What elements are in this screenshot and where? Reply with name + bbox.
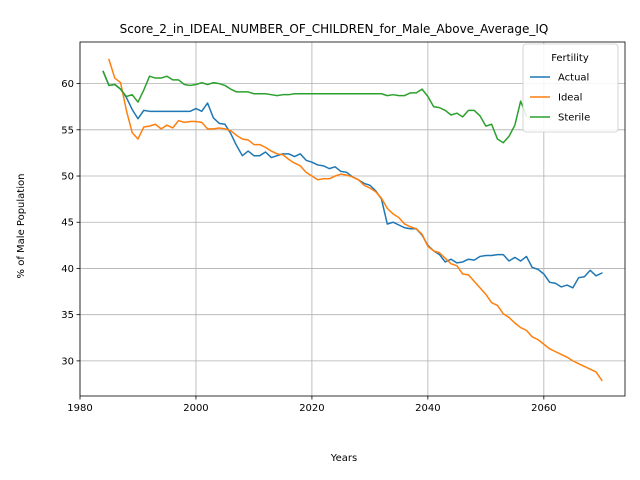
y-tick-label: 30 [61,356,74,367]
x-tick-label: 2000 [183,403,208,414]
chart-title: Score_2_in_IDEAL_NUMBER_OF_CHILDREN_for_… [120,22,549,36]
legend-label-actual: Actual [558,73,589,84]
series-lines [102,58,603,382]
x-axis-label: Years [330,453,357,464]
legend-box [522,43,619,133]
y-tick-label: 40 [61,264,74,275]
x-tick-label: 2060 [531,403,556,414]
legend-entries: Actual Ideal Sterile [530,73,590,124]
y-tick-label: 45 [61,218,74,229]
series-line-sterile [102,70,528,144]
legend-title: Fertility [551,53,589,64]
y-tick-label: 35 [61,310,74,321]
x-tick-label: 1980 [67,403,92,414]
legend-label-sterile: Sterile [558,113,590,124]
y-tick-label: 60 [61,79,74,90]
x-tick-label: 2020 [299,403,324,414]
y-tick-label: 55 [61,125,74,136]
plot-frame [79,41,626,397]
legend: Fertility Actual Ideal Sterile [522,43,619,133]
legend-label-ideal: Ideal [558,93,582,104]
y-tick-label: 50 [61,172,74,183]
x-tick-label: 2040 [415,403,440,414]
y-axis-label: % of Male Population [16,174,27,279]
series-line-ideal [108,58,603,382]
axis-ticks: 1980 2000 2020 2040 2060 30 35 40 45 50 55 60 [61,79,556,414]
